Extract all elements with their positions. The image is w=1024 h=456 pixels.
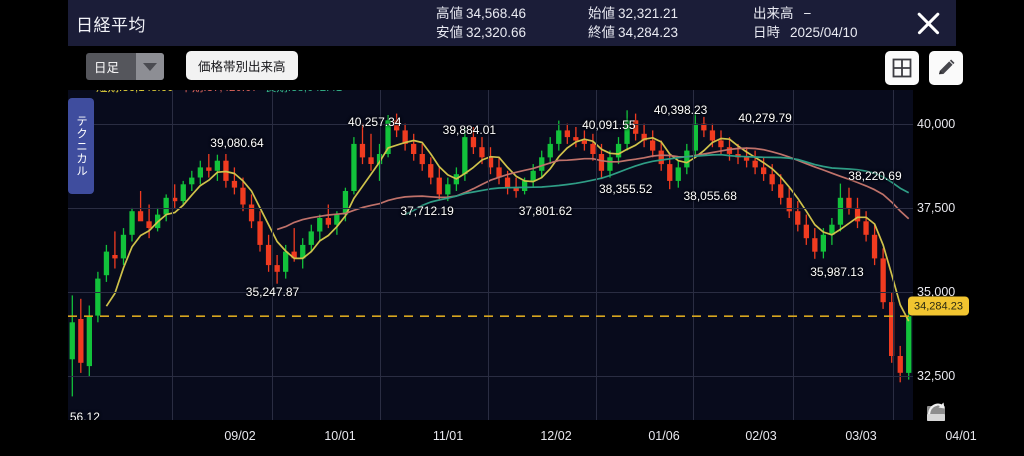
chart-annotation: 39,080.64 <box>210 136 264 151</box>
ma-short-label: 短期: <box>96 90 122 94</box>
chart-annotation: 40,279.79 <box>738 111 792 126</box>
toolbar: 日足 価格帯別出来高 <box>68 46 963 90</box>
gridline-x-0203 <box>693 90 694 420</box>
chart-annotation: 38,355.52 <box>598 182 653 197</box>
y-tick-label: 37,500 <box>917 201 956 215</box>
stat-high: 高値 34,568.46 <box>436 4 526 23</box>
gridline-x-0902 <box>172 90 173 420</box>
gridline-40000 <box>68 124 913 125</box>
gridline-37500 <box>68 208 913 209</box>
ma-long-label: 長期: <box>265 90 291 94</box>
stat-open-value: 32,321.21 <box>618 6 679 21</box>
chart-annotation: 35,247.87 <box>245 284 300 299</box>
page-title: 日経平均 <box>76 16 146 35</box>
x-tick-label: 11/01 <box>432 429 464 443</box>
chart-annotation: 37,801.62 <box>518 203 573 218</box>
candlestick-plot <box>69 110 912 397</box>
stat-open-label: 始値 <box>588 6 615 21</box>
chart-annotation: 37,712.19 <box>400 203 454 218</box>
current-price-badge: 34,284.23 <box>908 296 969 316</box>
pencil-icon[interactable] <box>929 51 963 85</box>
volume-by-price-button[interactable]: 価格帯別出来高 <box>186 51 298 80</box>
stat-column-high-low: 高値 34,568.46 安値 32,320.66 <box>436 4 526 42</box>
x-tick-label: 03/03 <box>845 429 877 443</box>
ma-mid: 中期:37,420.07 <box>180 90 257 94</box>
share-icon[interactable] <box>921 398 951 426</box>
x-tick-label: 04/01 <box>945 429 977 443</box>
ma-mid-value: 37,420.07 <box>207 90 258 94</box>
x-tick-label: 02/03 <box>745 429 777 443</box>
chart-annotation: 38,055.68 <box>683 189 737 203</box>
gridline-x-0303 <box>793 90 794 420</box>
stat-volume: 出来高 − <box>753 4 858 23</box>
ma-short-value: 36,148.60 <box>122 90 173 94</box>
x-tick-label: 10/01 <box>324 429 356 443</box>
reference-line <box>68 315 913 317</box>
moving-average-legend: 移動平均 短期:36,148.60中期:37,420.07長期:38,042.4… <box>96 90 349 95</box>
technical-tab-label: テクニカル <box>75 114 87 178</box>
chart-annotation: 39,884.01 <box>442 123 497 137</box>
ma-long-value: 38,042.41 <box>291 90 342 94</box>
x-tick-label: 12/02 <box>540 429 572 443</box>
y-tick-label: 40,000 <box>917 117 956 131</box>
stat-datetime-label: 日時 <box>753 25 780 40</box>
y-axis: 40,000 37,500 35,000 32,500 <box>913 90 956 420</box>
y-tick-label: 32,500 <box>917 369 956 383</box>
stat-low-label: 安値 <box>436 25 463 40</box>
gridline-x-1001 <box>272 90 273 420</box>
stat-column-volume-date: 出来高 − 日時 2025/04/10 <box>753 4 858 42</box>
stat-close-value: 34,284.23 <box>618 25 679 40</box>
chart-annotation: 38,220.69 <box>848 169 902 184</box>
stat-datetime-value: 2025/04/10 <box>790 25 858 40</box>
chart-annotation: 35,987.13 <box>810 264 864 279</box>
gridline-35000 <box>68 292 913 293</box>
y-tick-label: 35,000 <box>917 285 956 299</box>
ma-mid-label: 中期: <box>180 90 206 94</box>
stat-volume-label: 出来高 <box>753 6 794 21</box>
x-tick-label: 09/02 <box>224 429 256 443</box>
header-bar: 日経平均 高値 34,568.46 安値 32,320.66 始値 32,321.21… <box>68 0 956 46</box>
x-tick-label: 01/06 <box>648 429 680 443</box>
stat-close-label: 終値 <box>588 25 615 40</box>
quote-stats: 高値 34,568.46 安値 32,320.66 始値 32,321.21 終値 34… <box>68 0 956 46</box>
chevron-down-icon <box>136 53 164 80</box>
chart-annotation: 40,257.34 <box>348 114 402 129</box>
volume-by-price-label: 価格帯別出来高 <box>198 60 286 74</box>
stat-low: 安値 32,320.66 <box>436 23 526 42</box>
stat-high-value: 34,568.46 <box>466 6 527 21</box>
technical-tab[interactable]: テクニカル <box>68 98 94 194</box>
chart-annotation: 56.12 <box>69 410 100 420</box>
stat-low-value: 32,320.66 <box>466 25 527 40</box>
gridline-x-0401 <box>893 90 894 420</box>
stat-high-label: 高値 <box>436 6 463 21</box>
chart-annotation: 40,091.55 <box>582 118 636 133</box>
gridline-x-0106 <box>596 90 597 420</box>
stat-open: 始値 32,321.21 <box>588 4 678 23</box>
timeframe-label: 日足 <box>94 61 120 75</box>
current-price-value: 34,284.23 <box>914 300 963 312</box>
gridline-x-1101 <box>380 90 381 420</box>
timeframe-select[interactable]: 日足 <box>86 53 164 80</box>
ma-short: 短期:36,148.60 <box>96 90 173 94</box>
gridline-32500 <box>68 376 913 377</box>
price-chart[interactable]: 移動平均 短期:36,148.60中期:37,420.07長期:38,042.4… <box>68 90 913 420</box>
stat-volume-value: − <box>803 6 812 21</box>
stat-column-open-close: 始値 32,321.21 終値 34,284.23 <box>588 4 678 42</box>
gridline-x-1202 <box>488 90 489 420</box>
stat-datetime: 日時 2025/04/10 <box>753 23 858 42</box>
stat-close: 終値 34,284.23 <box>588 23 678 42</box>
ma-long: 長期:38,042.41 <box>265 90 342 94</box>
x-axis: 09/02 10/01 11/01 12/02 01/06 02/03 03/0… <box>68 420 977 456</box>
grid-icon[interactable] <box>885 51 919 85</box>
close-icon[interactable] <box>910 5 946 41</box>
chart-annotation: 40,398.23 <box>653 103 708 118</box>
